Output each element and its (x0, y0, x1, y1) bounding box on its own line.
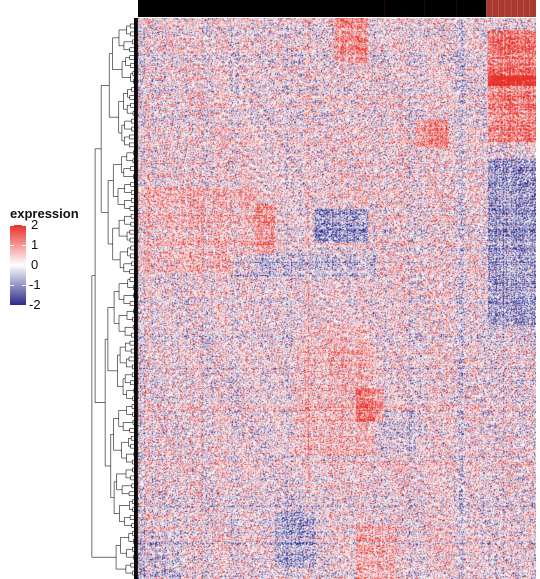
legend-tick-mark (22, 305, 26, 306)
legend-tick-mark (22, 285, 26, 286)
legend-tick-mark (22, 225, 26, 226)
legend-tick-label: 1 (31, 237, 39, 252)
legend-tick-mark (10, 265, 14, 266)
legend-tick-mark (10, 225, 14, 226)
legend-title: expression (10, 206, 79, 221)
legend-tick-mark (22, 245, 26, 246)
legend-tick-mark (22, 265, 26, 266)
annotation-group (138, 0, 487, 17)
legend-tick-label: 0 (31, 257, 39, 272)
legend-tick-label: -1 (29, 277, 41, 292)
legend-tick-label: 2 (31, 217, 39, 232)
column-annotation-bar (138, 0, 536, 17)
legend-tick-mark (10, 245, 14, 246)
heatmap-body (134, 18, 536, 579)
legend-tick-mark (10, 285, 14, 286)
legend-tick-label: -2 (29, 297, 41, 312)
legend-tick-mark (10, 305, 14, 306)
row-dendrogram (91, 23, 136, 576)
